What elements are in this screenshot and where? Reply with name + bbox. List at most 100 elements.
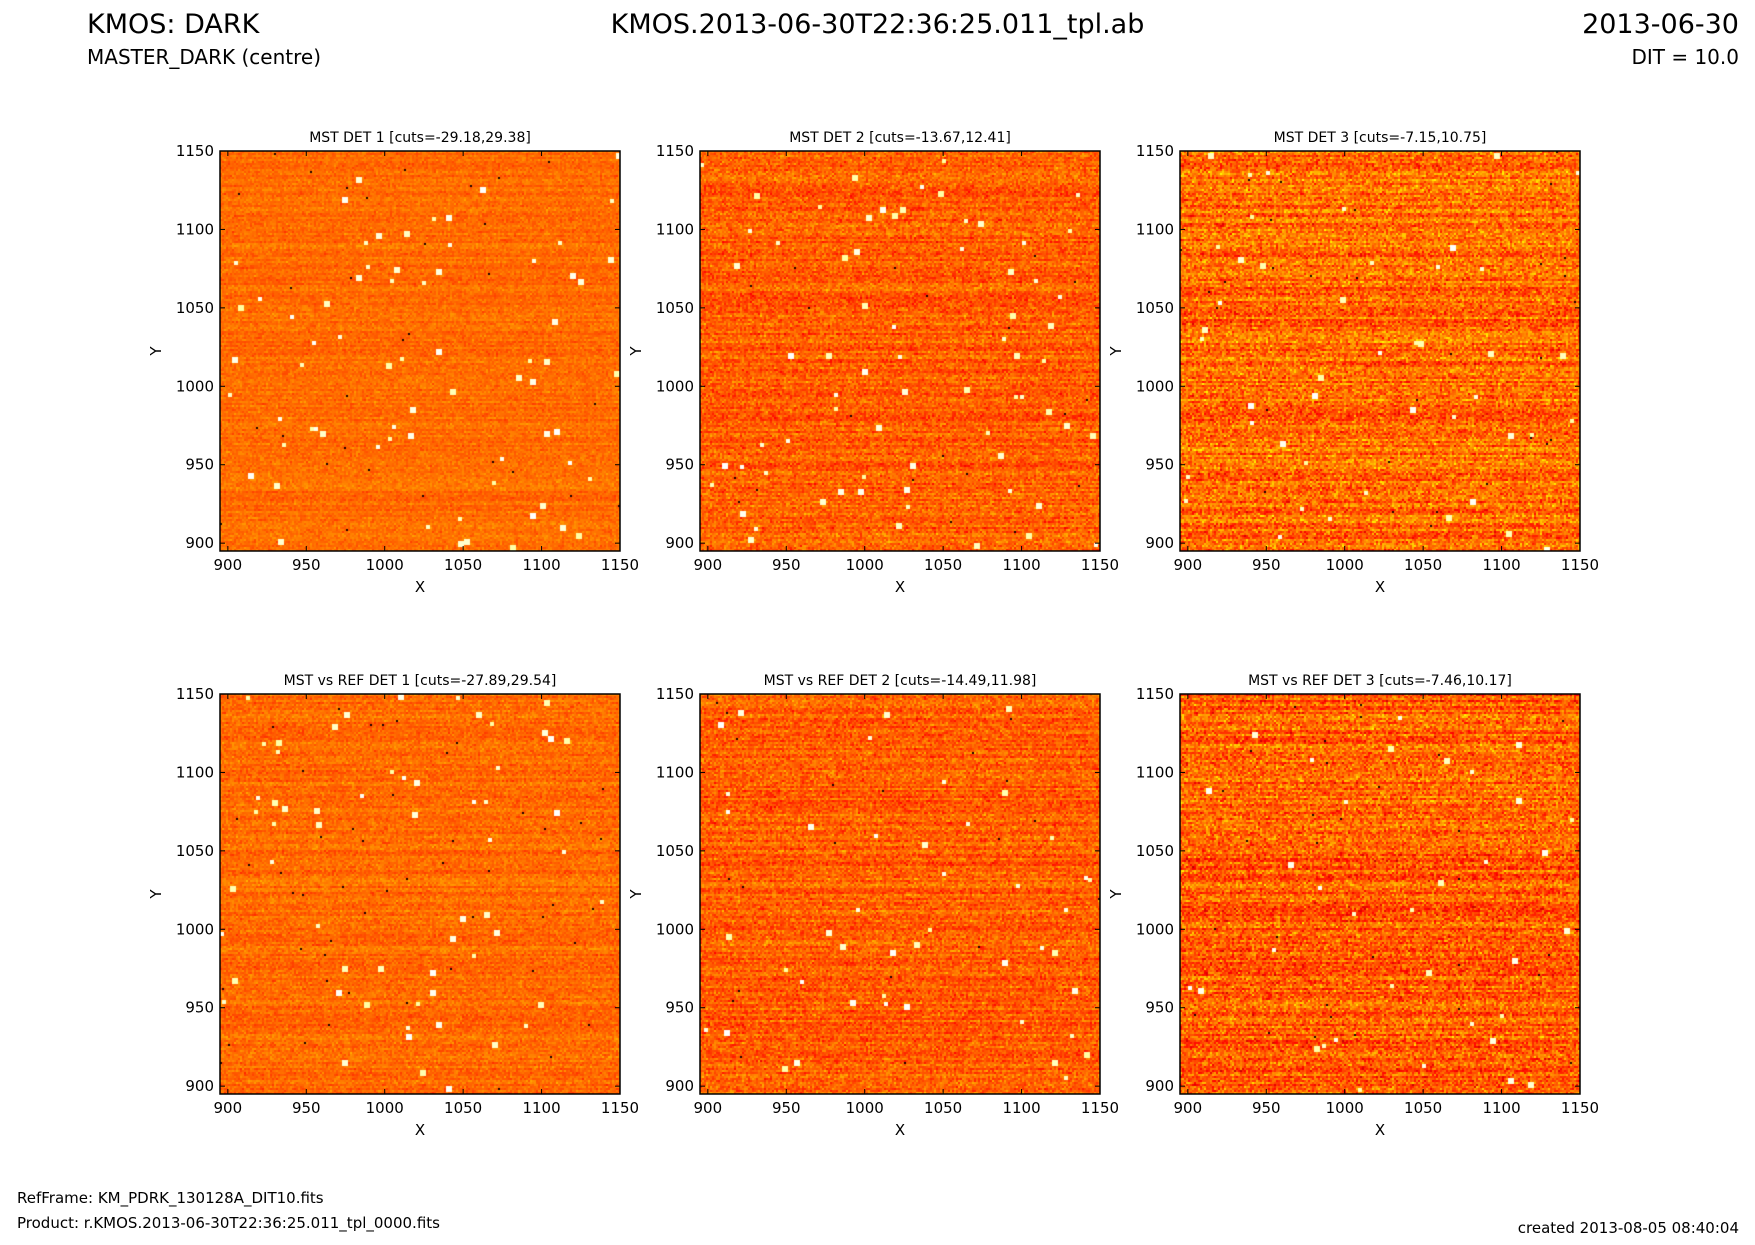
y-tick-label: 1000 (656, 920, 694, 938)
y-axis-label: Y (627, 346, 645, 357)
y-tick-label: 1100 (176, 220, 214, 238)
x-axis-label: X (415, 1121, 425, 1139)
x-tick-label: 950 (772, 1099, 801, 1117)
x-tick-label: 1000 (366, 1099, 404, 1117)
x-tick-label: 1150 (1081, 556, 1119, 574)
plot-frame (1179, 150, 1581, 552)
y-tick-label: 900 (665, 1077, 694, 1095)
plot-title: MST DET 3 [cuts=-7.15,10.75] (1274, 130, 1487, 146)
report-subtitle: MASTER_DARK (centre) (87, 45, 321, 69)
plot-frame (1179, 693, 1581, 1095)
heatmap-image (700, 694, 1100, 1094)
plot-title: MST vs REF DET 3 [cuts=-7.46,10.17] (1248, 673, 1512, 689)
y-tick-label: 1150 (176, 142, 214, 160)
x-axis-label: X (415, 578, 425, 596)
x-tick-label: 1150 (1561, 1099, 1599, 1117)
x-tick-label: 900 (694, 1099, 723, 1117)
y-tick-label: 1100 (1136, 763, 1174, 781)
plot-frame (219, 693, 621, 1095)
y-axis-label: Y (147, 346, 165, 357)
x-tick-label: 1150 (1561, 556, 1599, 574)
x-tick-label: 950 (1252, 1099, 1281, 1117)
y-tick-label: 1150 (656, 685, 694, 703)
y-tick-label: 900 (185, 1077, 214, 1095)
y-tick-label: 950 (185, 999, 214, 1017)
y-tick-label: 1000 (176, 920, 214, 938)
x-tick-label: 1100 (522, 1099, 560, 1117)
x-tick-label: 1150 (601, 556, 639, 574)
y-tick-label: 1050 (656, 842, 694, 860)
plot-title: MST DET 1 [cuts=-29.18,29.38] (309, 130, 531, 146)
y-tick-label: 900 (665, 534, 694, 552)
x-axis-label: X (1375, 1121, 1385, 1139)
plot-panel-4: MST vs REF DET 1 [cuts=-27.89,29.54]900 9… (147, 673, 639, 1139)
plot-frame (699, 693, 1101, 1095)
created-timestamp: created 2013-08-05 08:40:04 (1517, 1219, 1739, 1237)
y-tick-label: 1100 (176, 763, 214, 781)
heatmap-image (700, 151, 1100, 551)
plot-panel-1: MST DET 1 [cuts=-29.18,29.38] 900 950 1000 1… (147, 130, 639, 596)
x-tick-label: 1100 (1482, 1099, 1520, 1117)
y-tick-label: 900 (1145, 534, 1174, 552)
y-tick-label: 1050 (1136, 299, 1174, 317)
x-tick-label: 1150 (601, 1099, 639, 1117)
x-axis-label: X (895, 1121, 905, 1139)
x-tick-label: 900 (214, 556, 243, 574)
y-tick-label: 900 (1145, 1077, 1174, 1095)
x-tick-label: 1100 (1002, 556, 1040, 574)
plot-panel-3: MST DET 3 [cuts=-7.15,10.75] 900 950 1000 10… (1107, 130, 1599, 596)
y-tick-label: 950 (665, 456, 694, 474)
y-tick-label: 950 (1145, 456, 1174, 474)
x-tick-label: 900 (1174, 1099, 1203, 1117)
y-tick-label: 1050 (656, 299, 694, 317)
y-axis-label: Y (1107, 346, 1125, 357)
x-tick-label: 1000 (1326, 1099, 1364, 1117)
x-tick-label: 1000 (846, 1099, 884, 1117)
y-axis-label: Y (1107, 889, 1125, 900)
y-axis-label: Y (627, 889, 645, 900)
y-tick-label: 1150 (176, 685, 214, 703)
y-tick-label: 1000 (176, 377, 214, 395)
y-tick-label: 950 (1145, 999, 1174, 1017)
x-axis-label: X (895, 578, 905, 596)
y-tick-label: 1050 (1136, 842, 1174, 860)
y-tick-label: 1100 (1136, 220, 1174, 238)
x-tick-label: 900 (1174, 556, 1203, 574)
x-tick-label: 1050 (1404, 556, 1442, 574)
y-tick-label: 950 (665, 999, 694, 1017)
report-title: KMOS: DARK (87, 9, 260, 40)
plot-panel-5: MST vs REF DET 2 [cuts=-14.49,11.98]900 9… (627, 673, 1119, 1139)
x-axis-label: X (1375, 578, 1385, 596)
x-tick-label: 1050 (444, 1099, 482, 1117)
x-tick-label: 1050 (444, 556, 482, 574)
x-tick-label: 950 (292, 1099, 321, 1117)
plot-title: MST vs REF DET 2 [cuts=-14.49,11.98] (764, 673, 1037, 689)
y-tick-label: 1100 (656, 763, 694, 781)
product-label: Product: r.KMOS.2013-06-30T22:36:25.011_… (17, 1214, 440, 1232)
dit-value: DIT = 10.0 (1631, 45, 1739, 69)
x-tick-label: 900 (694, 556, 723, 574)
y-tick-label: 1000 (1136, 920, 1174, 938)
y-tick-label: 1050 (176, 299, 214, 317)
x-tick-label: 900 (214, 1099, 243, 1117)
plot-panel-2: MST DET 2 [cuts=-13.67,12.41] 900 950 1000 1… (627, 130, 1119, 596)
heatmap-image (1180, 151, 1580, 551)
plot-panel-6: MST vs REF DET 3 [cuts=-7.46,10.17] 900 95… (1107, 673, 1599, 1139)
x-tick-label: 1000 (1326, 556, 1364, 574)
plot-title: MST DET 2 [cuts=-13.67,12.41] (789, 130, 1011, 146)
x-tick-label: 1050 (924, 1099, 962, 1117)
x-tick-label: 1000 (366, 556, 404, 574)
x-tick-label: 950 (772, 556, 801, 574)
y-tick-label: 1000 (1136, 377, 1174, 395)
plot-title: MST vs REF DET 1 [cuts=-27.89,29.54] (284, 673, 557, 689)
plot-frame (219, 150, 621, 552)
ref-frame-label: RefFrame: KM_PDRK_130128A_DIT10.fits (17, 1189, 324, 1207)
y-tick-label: 1050 (176, 842, 214, 860)
x-tick-label: 950 (292, 556, 321, 574)
y-tick-label: 950 (185, 456, 214, 474)
x-tick-label: 1150 (1081, 1099, 1119, 1117)
y-tick-label: 1150 (656, 142, 694, 160)
y-tick-label: 1150 (1136, 685, 1174, 703)
x-tick-label: 1100 (522, 556, 560, 574)
